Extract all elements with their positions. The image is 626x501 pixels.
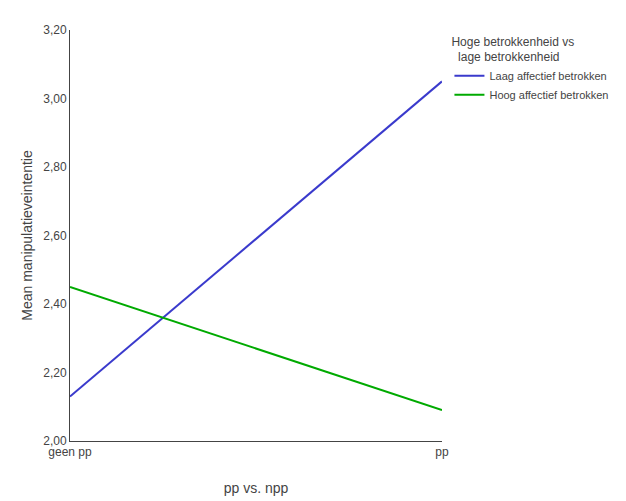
svg-text:Mean manipulatieveintentie: Mean manipulatieveintentie <box>19 150 35 321</box>
svg-text:pp vs. npp: pp vs. npp <box>224 480 289 496</box>
svg-text:Laag affectief betrokken: Laag affectief betrokken <box>489 70 606 82</box>
svg-text:2,40: 2,40 <box>43 297 67 311</box>
svg-text:3,20: 3,20 <box>43 23 67 37</box>
svg-text:2,80: 2,80 <box>43 160 67 174</box>
svg-text:Hoge betrokkenheid vs lage be: Hoge betrokkenheid vs lage betrokkenheid <box>451 35 574 65</box>
svg-text:3,00: 3,00 <box>43 92 67 106</box>
svg-text:Hoog affectief betrokken: Hoog affectief betrokken <box>489 89 608 101</box>
svg-text:2,00: 2,00 <box>43 434 67 448</box>
svg-text:2,20: 2,20 <box>43 366 67 380</box>
svg-text:pp: pp <box>435 445 449 459</box>
svg-text:geen pp: geen pp <box>48 445 92 459</box>
svg-text:2,60: 2,60 <box>43 229 67 243</box>
